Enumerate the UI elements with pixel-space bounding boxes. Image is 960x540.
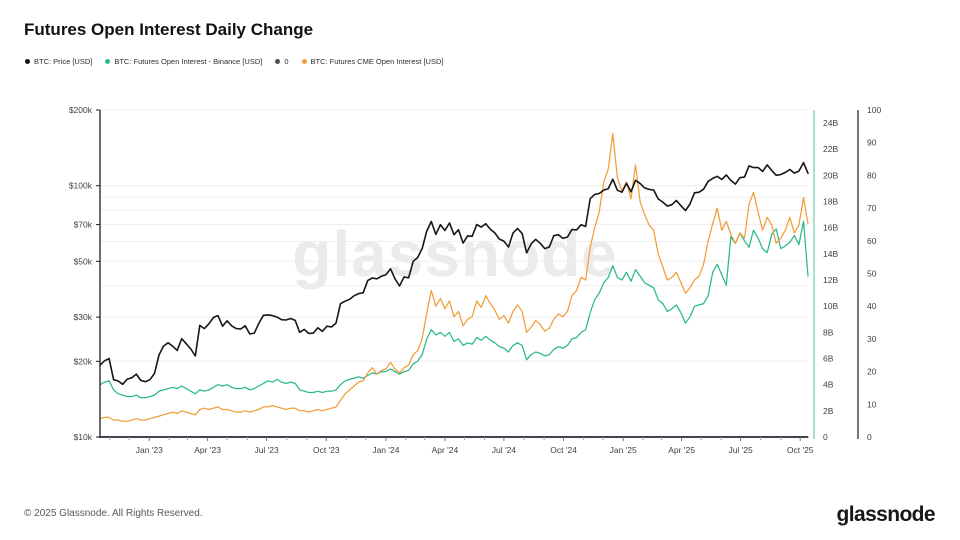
oi-axis-label: 14B [823,249,838,259]
pct-axis-label: 40 [867,301,877,311]
oi-axis-label: 0 [823,432,828,442]
oi-axis-label: 18B [823,197,838,207]
chart-title: Futures Open Interest Daily Change [24,20,314,39]
oi-axis-label: 8B [823,327,834,337]
price-axis-label: $10k [74,432,93,442]
oi-axis-label: 24B [823,118,838,128]
oi-axis-label: 10B [823,301,838,311]
oi-axis-label: 12B [823,275,838,285]
cme-oi-line [99,132,809,422]
pct-axis-label: 90 [867,138,877,148]
legend-item-label: BTC: Futures CME Open Interest [USD] [310,57,444,66]
x-axis-label: Jul '23 [254,445,279,455]
pct-axis-label: 20 [867,367,877,377]
oi-axis-label: 6B [823,354,834,364]
oi-axis-label: 4B [823,380,834,390]
pct-axis-label: 10 [867,399,877,409]
x-axis-label: Jan '25 [610,445,637,455]
oi-axis-label: 22B [823,144,838,154]
legend-item-label: BTC: Price [USD] [34,57,93,66]
glassnode-watermark: glassnode [292,218,618,290]
legend-dot-icon [25,59,30,64]
glassnode-logo: glassnode [836,503,936,526]
legend-dot-icon [275,59,281,64]
legend-item[interactable]: BTC: Price [USD] [25,57,92,66]
oi-axis-label: 20B [823,170,838,180]
price-axis-label: $200k [69,105,93,115]
pct-axis-label: 80 [867,170,877,180]
legend-item[interactable]: BTC: Futures CME Open Interest [USD] [301,57,444,66]
pct-axis-label: 50 [867,269,877,279]
legend-dot-icon [105,59,111,64]
legend: BTC: Price [USD] BTC: Futures Open Intere… [25,57,443,66]
price-axis-label: $100k [69,181,93,191]
x-axis-label: Oct '25 [787,445,814,455]
price-axis-label: $20k [74,356,93,366]
btc-price-line [99,161,809,386]
pct-axis-label: 0 [867,432,872,442]
legend-item-label: BTC: Futures Open Interest - Binance [US… [114,57,263,66]
x-axis-label: Jul '25 [728,445,753,455]
pct-axis-label: 100 [867,105,881,115]
pct-axis-label: 30 [867,334,877,344]
copyright-text: © 2025 Glassnode. All Rights Reserved. [24,508,203,519]
x-axis-label: Oct '23 [313,445,340,455]
price-axis-label: $30k [74,312,93,322]
legend-dot-icon [301,59,307,64]
legend-item[interactable]: BTC: Futures Open Interest - Binance [US… [105,57,262,66]
x-axis-label: Jul '24 [492,445,517,455]
pct-axis-label: 60 [867,236,877,246]
x-axis-label: Oct '24 [550,445,577,455]
oi-axis-label: 16B [823,223,838,233]
oi-axis-label: 2B [823,406,834,416]
x-axis-label: Apr '24 [432,445,459,455]
binance-oi-line [99,220,809,399]
price-axis-label: $70k [74,220,93,230]
legend-item-label: 0 [284,57,289,66]
x-axis-label: Apr '25 [668,445,695,455]
x-axis-label: Jan '24 [372,445,399,455]
pct-axis-label: 70 [867,203,877,213]
price-axis-label: $50k [74,256,93,266]
legend-item[interactable]: 0 [275,57,289,66]
x-axis-label: Apr '23 [194,445,221,455]
x-axis-label: Jan '23 [136,445,163,455]
